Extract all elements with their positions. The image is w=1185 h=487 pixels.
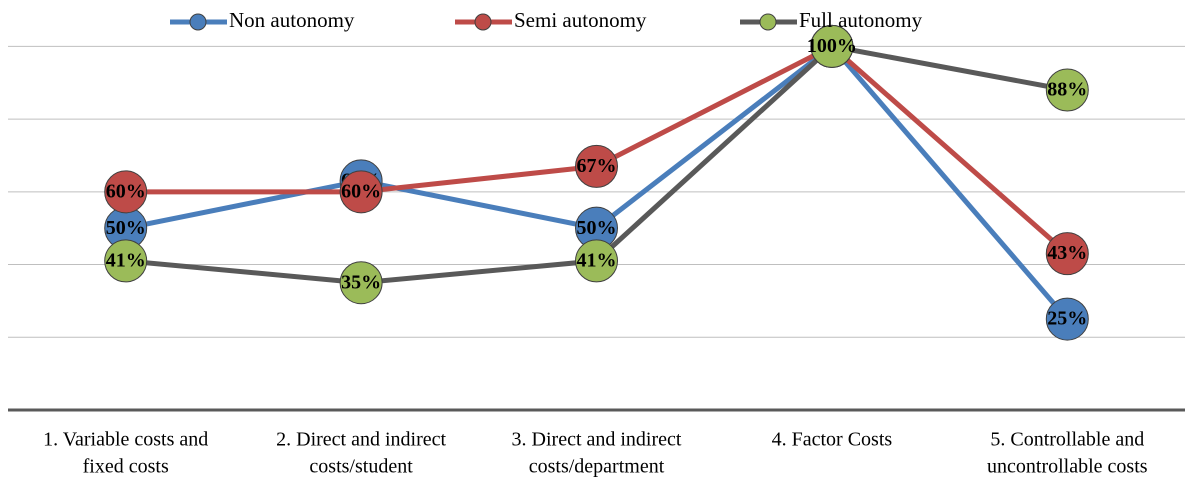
- x-tick-label: costs/student: [309, 456, 413, 478]
- marker: [104, 239, 148, 283]
- legend-marker: [474, 13, 492, 31]
- legend-marker: [189, 13, 207, 31]
- marker: [1045, 232, 1089, 276]
- data-label: 35%: [341, 271, 381, 293]
- x-tick-label: 1. Variable costs and: [43, 429, 208, 451]
- x-tick-label: costs/department: [529, 456, 665, 478]
- data-label: 43%: [1047, 242, 1087, 264]
- data-label: 41%: [577, 250, 617, 272]
- x-tick-label: uncontrollable costs: [987, 456, 1148, 478]
- marker: [810, 24, 854, 68]
- legend-marker: [759, 13, 777, 31]
- x-tick-label: fixed costs: [83, 456, 169, 478]
- x-tick-label: 2. Direct and indirect: [276, 429, 446, 451]
- data-label: 41%: [106, 250, 146, 272]
- legend-label: Semi autonomy: [514, 8, 647, 32]
- data-label: 88%: [1047, 79, 1087, 101]
- legend-label: Full autonomy: [799, 8, 923, 32]
- legend-label: Non autonomy: [229, 8, 355, 32]
- x-tick-label: 3. Direct and indirect: [512, 429, 682, 451]
- marker: [339, 261, 383, 305]
- marker: [1045, 297, 1089, 341]
- marker: [575, 239, 618, 283]
- data-label: 67%: [577, 155, 617, 177]
- marker: [1045, 68, 1089, 112]
- data-label: 50%: [577, 217, 617, 239]
- x-tick-label: 5. Controllable and: [990, 429, 1144, 451]
- data-label: 25%: [1047, 308, 1087, 330]
- marker: [104, 170, 148, 214]
- marker: [575, 144, 618, 188]
- x-tick-label: 4. Factor Costs: [772, 429, 893, 451]
- data-label: 50%: [106, 217, 146, 239]
- data-label: 60%: [341, 180, 381, 202]
- data-label: 100%: [807, 35, 857, 57]
- data-label: 60%: [106, 180, 146, 202]
- marker: [339, 170, 383, 214]
